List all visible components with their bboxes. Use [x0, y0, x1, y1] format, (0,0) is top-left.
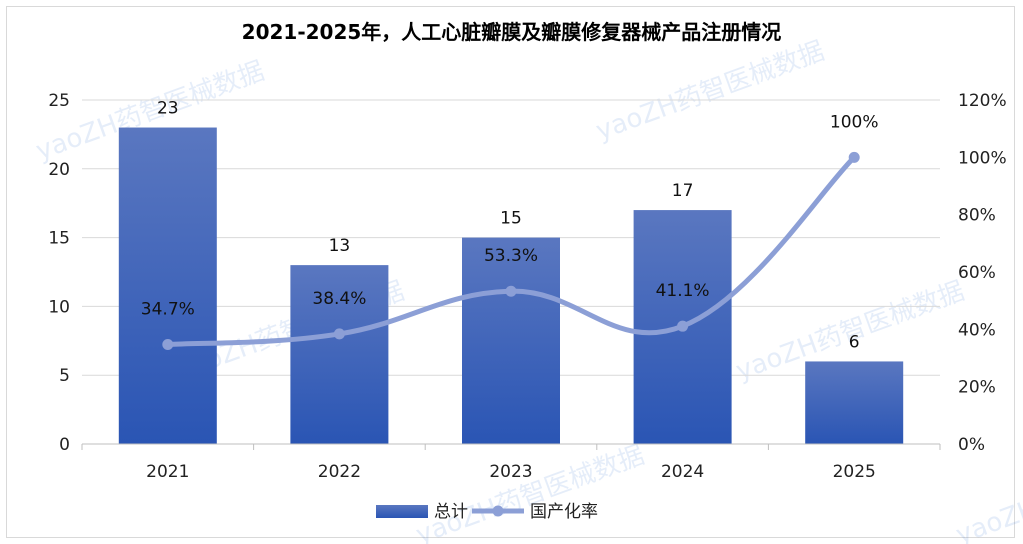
y-right-tick-label: 80%: [958, 206, 996, 226]
line-point: [505, 285, 517, 297]
chart-title: 2021-2025年，人工心脏瓣膜及瓣膜修复器械产品注册情况: [241, 20, 782, 44]
y-left-tick-label: 5: [59, 366, 70, 386]
legend-bar-label: 总计: [434, 502, 468, 522]
y-right-tick-label: 20%: [958, 378, 996, 398]
bar-data-label: 23: [157, 99, 179, 119]
y-right-tick-label: 60%: [958, 263, 996, 283]
x-tick-label: 2024: [661, 462, 704, 482]
y-right-tick-label: 120%: [958, 91, 1007, 111]
watermark-text: yaoZH药智医械数据: [412, 440, 648, 544]
y-right-tick-label: 0%: [958, 435, 985, 455]
x-tick-label: 2021: [146, 462, 189, 482]
bar: [290, 265, 389, 444]
legend-bar-swatch: [376, 505, 428, 518]
line-data-label: 41.1%: [656, 281, 710, 301]
watermark-text: yaoZH药智医械数据: [592, 36, 828, 146]
y-right-tick-label: 100%: [958, 148, 1007, 168]
bar-data-label: 15: [500, 209, 522, 229]
y-left-tick-label: 15: [48, 229, 70, 249]
bar: [462, 237, 560, 444]
bar: [805, 361, 904, 444]
line-point: [848, 151, 860, 163]
line-point: [333, 328, 345, 340]
line-data-label: 38.4%: [312, 289, 366, 309]
line-data-label: 100%: [830, 112, 879, 132]
y-left-tick-label: 0: [59, 435, 70, 455]
line-series-path: [165, 154, 857, 348]
line-point: [677, 320, 689, 332]
legend-line-marker: [492, 505, 504, 517]
watermark-text: yaoZH药智医械数据: [952, 440, 1023, 544]
bar-data-label: 17: [672, 181, 694, 201]
y-right-tick-label: 40%: [958, 320, 996, 340]
bar-data-label: 13: [329, 236, 351, 256]
bar-data-label: 6: [849, 332, 860, 352]
line-point: [162, 339, 174, 351]
x-tick-label: 2022: [318, 462, 361, 482]
legend-line-label: 国产化率: [530, 502, 598, 522]
y-left-tick-label: 20: [48, 160, 70, 180]
line-data-label: 53.3%: [484, 246, 538, 266]
x-tick-label: 2025: [833, 462, 876, 482]
line-data-label: 34.7%: [141, 300, 195, 320]
y-left-tick-label: 25: [48, 91, 70, 111]
bar: [118, 127, 217, 445]
x-tick-label: 2023: [489, 462, 532, 482]
y-left-tick-label: 10: [48, 297, 70, 317]
